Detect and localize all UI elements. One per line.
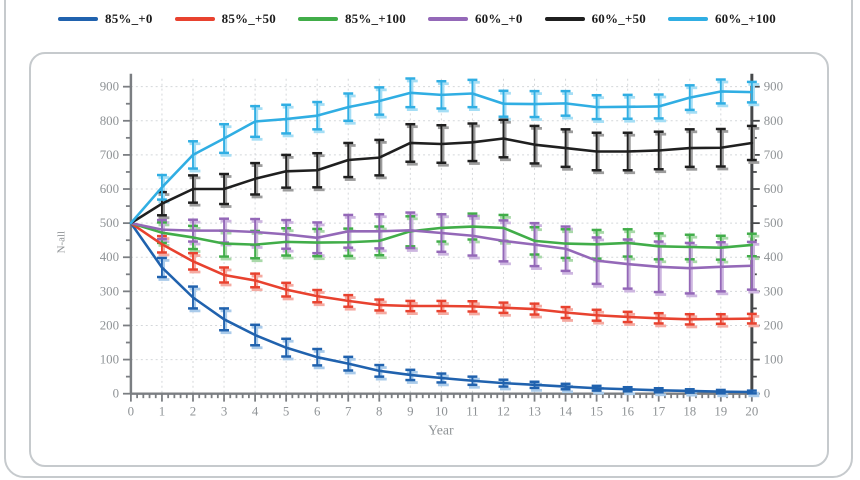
svg-text:13: 13	[528, 404, 541, 418]
svg-text:1: 1	[159, 404, 165, 418]
legend-swatch	[667, 16, 708, 22]
svg-text:100: 100	[100, 353, 119, 367]
series-line-85%_+100	[129, 221, 754, 249]
legend-item-label: 60%_+50	[591, 11, 646, 26]
svg-text:900: 900	[100, 80, 119, 94]
svg-text:8: 8	[376, 404, 382, 418]
legend-swatch	[297, 16, 338, 22]
svg-text:19: 19	[714, 404, 727, 418]
svg-text:700: 700	[764, 148, 783, 162]
svg-text:3: 3	[221, 404, 227, 418]
legend-item: 85%_+50	[174, 11, 276, 27]
legend-item: 60%_+100	[667, 11, 776, 27]
svg-text:800: 800	[764, 114, 783, 128]
svg-text:700: 700	[100, 148, 119, 162]
error-bars-light-layer	[158, 79, 760, 398]
legend-item: 60%_+0	[427, 11, 523, 27]
x-axis-label: Year	[428, 422, 454, 437]
legend-swatch	[174, 16, 215, 22]
svg-text:200: 200	[764, 318, 783, 332]
svg-text:800: 800	[100, 114, 119, 128]
svg-text:2: 2	[190, 404, 196, 418]
legend-swatch	[544, 16, 585, 22]
svg-text:9: 9	[407, 404, 413, 418]
svg-text:500: 500	[764, 216, 783, 230]
legend-item-label: 60%_+100	[714, 11, 776, 26]
svg-text:5: 5	[283, 404, 289, 418]
series-line-60%_+50	[129, 137, 754, 225]
series-line-60%_+100	[129, 90, 754, 225]
svg-text:400: 400	[764, 250, 783, 264]
svg-text:17: 17	[652, 404, 665, 418]
svg-text:600: 600	[764, 182, 783, 196]
series-line-85%_+0	[129, 221, 754, 394]
svg-text:300: 300	[100, 284, 119, 298]
svg-text:11: 11	[466, 404, 478, 418]
chart-legend: 85%_+0 85%_+50 85%_+100 60%_+0 60%_+50 6…	[58, 8, 776, 30]
chart-panel: 0 0 100 100 200 200 300 300 400 400 500 500 600 600 70…	[29, 52, 829, 467]
svg-text:400: 400	[100, 250, 119, 264]
svg-text:20: 20	[745, 404, 758, 418]
svg-text:900: 900	[764, 80, 783, 94]
svg-text:18: 18	[683, 404, 696, 418]
legend-item: 60%_+50	[544, 11, 646, 27]
legend-item: 85%_+100	[297, 11, 406, 27]
svg-text:600: 600	[100, 182, 119, 196]
series-lines-layer	[129, 90, 754, 394]
svg-text:10: 10	[435, 404, 448, 418]
legend-swatch	[427, 16, 468, 22]
series-line-60%_+0	[129, 221, 754, 270]
svg-text:0: 0	[128, 404, 134, 418]
svg-text:6: 6	[314, 404, 321, 418]
svg-text:200: 200	[100, 318, 119, 332]
svg-text:12: 12	[497, 404, 510, 418]
svg-text:0: 0	[764, 387, 770, 401]
legend-item-label: 85%_+100	[344, 11, 406, 26]
series-line-85%_+50	[129, 221, 754, 321]
svg-text:14: 14	[559, 404, 572, 418]
y-axis-label: N-all	[56, 231, 68, 253]
svg-text:500: 500	[100, 216, 119, 230]
svg-text:0: 0	[113, 387, 119, 401]
svg-text:7: 7	[345, 404, 352, 418]
svg-text:100: 100	[764, 353, 783, 367]
legend-item: 85%_+0	[58, 11, 153, 27]
svg-text:4: 4	[252, 404, 259, 418]
svg-text:15: 15	[590, 404, 603, 418]
legend-swatch	[58, 16, 98, 22]
legend-item-label: 85%_+50	[221, 11, 276, 26]
legend-item-label: 85%_+0	[105, 11, 153, 26]
svg-text:16: 16	[621, 404, 634, 418]
svg-text:300: 300	[764, 284, 783, 298]
legend-item-label: 60%_+0	[474, 11, 523, 26]
